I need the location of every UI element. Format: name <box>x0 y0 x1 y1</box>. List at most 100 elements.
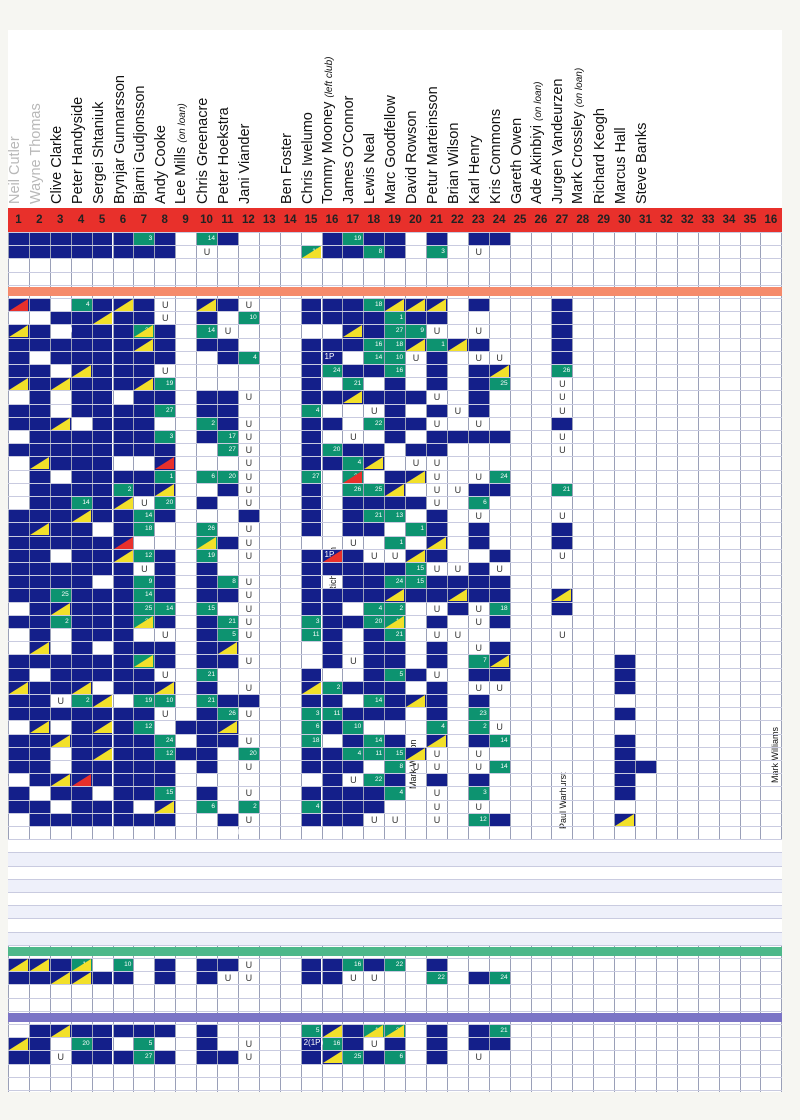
started-cell <box>615 708 635 721</box>
started-cell <box>92 470 113 483</box>
started-cell <box>176 747 197 760</box>
player-name-text: Richard Keogh <box>592 108 609 204</box>
player-name: Richard Keogh <box>592 29 609 204</box>
started-cell <box>385 391 406 404</box>
started-cell <box>364 497 385 510</box>
substitute-cell: 4 <box>427 721 447 734</box>
row-line <box>8 760 782 761</box>
column-line <box>300 232 302 1092</box>
started-cell <box>113 668 134 681</box>
started-cell <box>134 312 155 325</box>
started-cell <box>92 365 113 378</box>
started-cell <box>9 1051 29 1064</box>
unused-sub-mark: U <box>433 484 441 495</box>
started-cell <box>92 615 113 628</box>
substitute-cell: 16 <box>343 959 364 972</box>
booked-marker <box>197 536 217 549</box>
squad-number: 3 <box>57 214 64 226</box>
substitute-cell: 26 <box>343 483 364 496</box>
substitute-cell: 27 <box>385 325 406 338</box>
sent-off-marker <box>322 549 342 562</box>
started-cell <box>50 813 71 826</box>
substitute-cell: 16 <box>385 365 406 378</box>
unused-sub-mark: U <box>141 564 148 574</box>
substitute-cell: 27 <box>134 1051 155 1064</box>
started-cell <box>9 536 29 549</box>
unused-sub-mark: U <box>391 550 399 561</box>
booked-marker <box>447 338 467 351</box>
started-cell <box>71 563 92 576</box>
substitute-cell: 2 <box>238 800 259 813</box>
player-name-text: Peter Handyside <box>69 96 86 204</box>
started-cell <box>615 774 635 787</box>
started-cell <box>29 497 50 510</box>
column-line <box>551 232 553 1092</box>
row-line <box>8 984 782 986</box>
started-cell <box>197 497 217 510</box>
started-cell <box>385 1038 406 1051</box>
row-line <box>8 628 782 629</box>
started-cell <box>29 800 50 813</box>
started-cell <box>364 708 385 721</box>
started-cell <box>113 365 134 378</box>
started-cell <box>92 351 113 364</box>
substitute-cell: 21 <box>197 695 217 708</box>
started-cell <box>113 312 134 325</box>
unused-sub-mark: U <box>559 432 566 442</box>
squad-number: 29 <box>597 214 611 226</box>
booked-marker <box>50 417 70 430</box>
squad-number: 21 <box>430 214 443 226</box>
started-cell <box>155 1025 176 1038</box>
booked-marker <box>134 338 154 351</box>
booked-marker <box>29 457 49 470</box>
started-cell <box>134 787 155 800</box>
started-cell <box>197 563 217 576</box>
started-cell <box>71 470 92 483</box>
started-cell <box>113 417 134 430</box>
started-cell <box>113 681 134 694</box>
started-cell <box>50 576 71 589</box>
started-cell <box>113 325 134 338</box>
mark-williams-label: Mark Williams <box>770 727 780 783</box>
started-cell <box>71 351 92 364</box>
unused-sub-mark: U <box>203 247 211 258</box>
player-note: (left club) <box>323 56 335 98</box>
started-cell <box>71 312 92 325</box>
started-cell <box>9 417 29 430</box>
substitute-cell: 1 <box>385 312 406 325</box>
started-cell <box>71 615 92 628</box>
unused-sub-mark: U <box>412 762 420 772</box>
unused-sub-mark: U <box>224 326 232 337</box>
unused-sub-mark: U <box>454 630 462 640</box>
started-cell <box>447 602 468 615</box>
started-cell <box>322 457 343 470</box>
unused-sub-mark: U <box>350 537 357 548</box>
unused-sub-mark: U <box>245 300 253 310</box>
started-cell <box>218 338 238 351</box>
started-cell <box>322 813 343 826</box>
column-line <box>91 232 93 1092</box>
started-cell <box>322 589 343 602</box>
started-cell <box>364 668 385 681</box>
unused-sub-mark: U <box>559 511 566 522</box>
started-cell <box>92 629 113 642</box>
started-cell <box>71 549 92 562</box>
unused-sub-mark: U <box>370 405 378 416</box>
player-name: Clive Clarke <box>49 29 65 204</box>
started-cell <box>301 417 322 430</box>
squad-number: 13 <box>262 214 276 226</box>
squad-number: 10 <box>200 214 213 226</box>
started-cell <box>71 1025 92 1038</box>
substitute-cell: 6 <box>301 721 322 734</box>
started-cell <box>468 536 489 549</box>
booked-marker <box>71 365 91 377</box>
substitute-cell: 16 <box>322 1038 343 1051</box>
column-line <box>237 232 239 1092</box>
started-cell <box>92 655 113 668</box>
started-cell <box>71 338 92 351</box>
substitute-cell: 3 <box>468 787 489 800</box>
row-line <box>8 232 782 233</box>
started-cell <box>552 351 573 364</box>
column-line <box>8 232 9 1092</box>
started-cell <box>155 655 176 668</box>
